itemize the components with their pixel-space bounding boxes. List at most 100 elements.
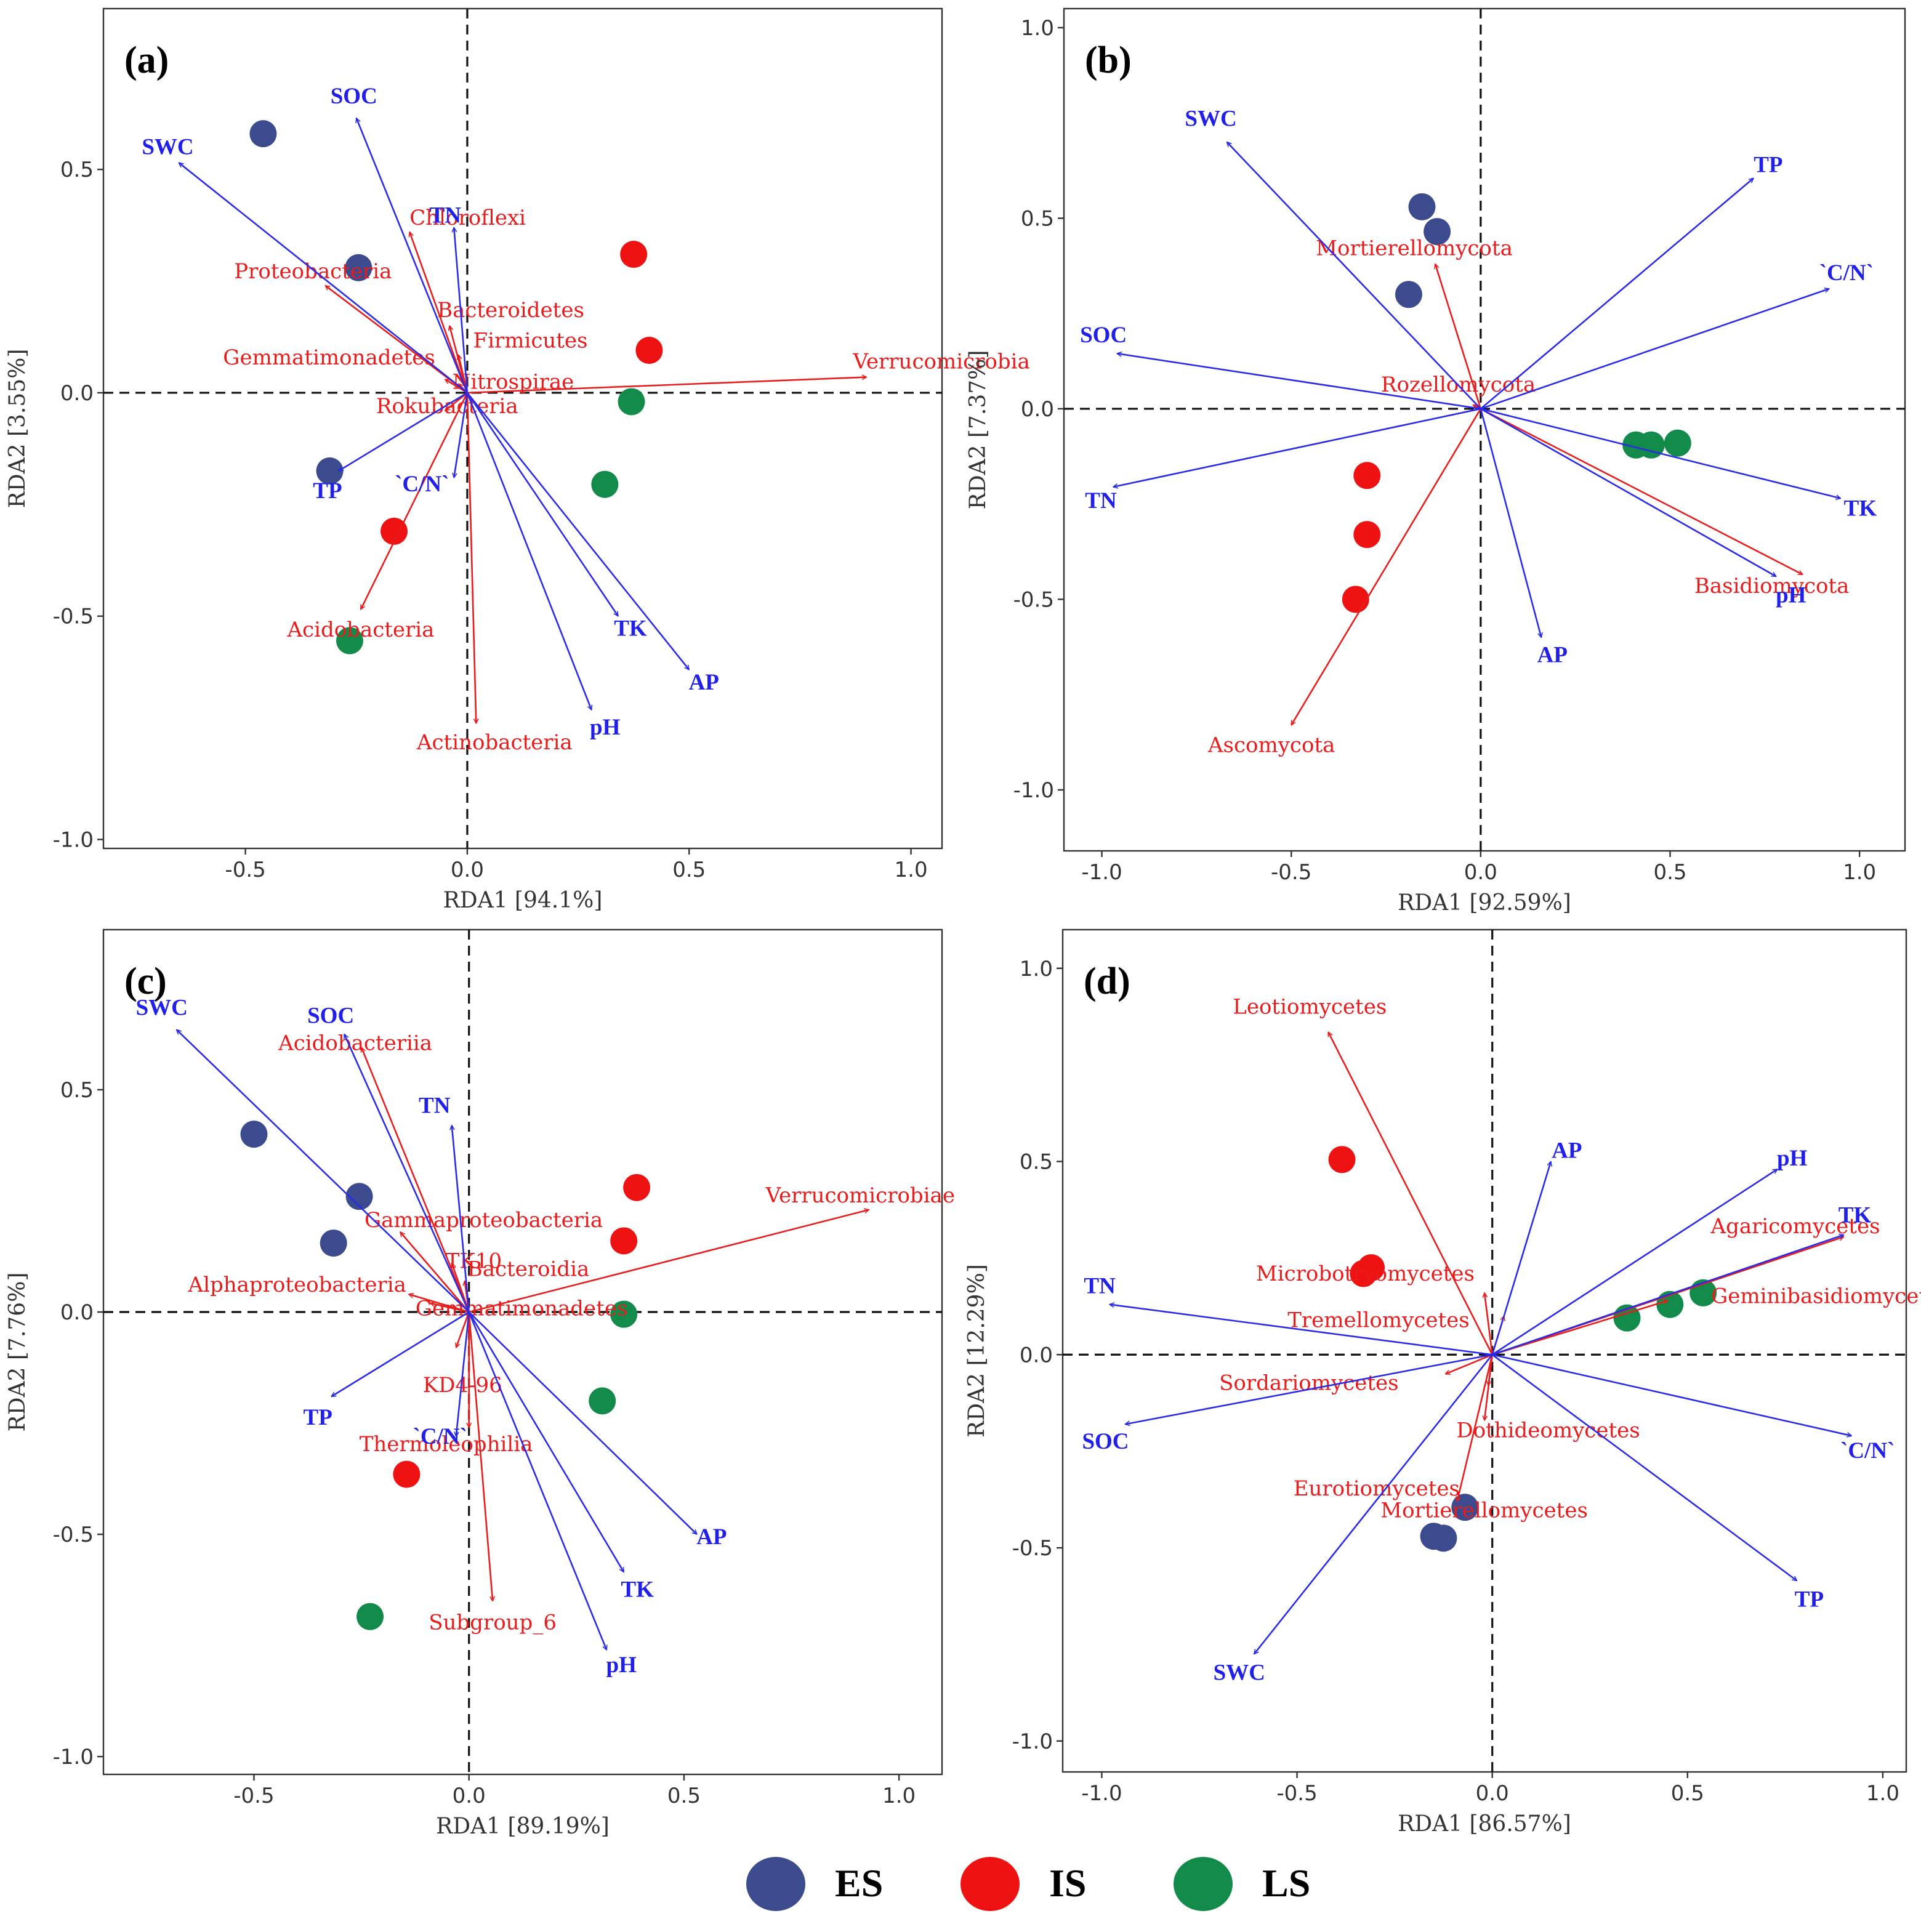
env-arrow-tk <box>1480 408 1841 498</box>
sample-point-es <box>316 457 344 485</box>
x-tick-label: -0.5 <box>233 1784 274 1808</box>
panel-label: (b) <box>1085 39 1132 81</box>
plot-frame <box>1063 7 1906 852</box>
env-label-ph: pH <box>1777 1146 1808 1171</box>
sample-point-ls <box>336 627 363 654</box>
y-tick-label: 0.0 <box>60 1300 94 1325</box>
env-arrow-ph <box>466 392 592 710</box>
sample-point-is <box>1328 1146 1356 1173</box>
sample-point-es <box>1430 1524 1457 1552</box>
y-tick-label: -0.5 <box>53 605 94 629</box>
plot-frame <box>102 7 943 850</box>
taxon-label-actinobacteria: Actinobacteria <box>416 730 573 755</box>
x-tick-label: 0.5 <box>1671 1781 1704 1806</box>
env-arrow-ap <box>1480 408 1541 637</box>
legend-label-ls: LS <box>1262 1861 1310 1905</box>
y-tick-label: -0.5 <box>53 1523 94 1547</box>
sample-point-is <box>620 241 648 268</box>
env-arrow-ap <box>1491 1162 1551 1355</box>
taxon-label-acidobacteria: Acidobacteria <box>286 618 434 642</box>
x-tick-label: 1.0 <box>1843 860 1876 885</box>
env-arrow-soc <box>343 1034 470 1313</box>
taxon-arrow-gemmatimonadetes <box>430 1303 469 1313</box>
sample-point-ls <box>1664 429 1691 457</box>
taxon-arrow-leotiomycetes <box>1327 1032 1493 1355</box>
env-arrow-c-n <box>1480 289 1829 410</box>
env-arrow-tk <box>466 392 619 616</box>
sample-point-is <box>1350 1260 1377 1287</box>
taxon-arrow-subgroup-6 <box>468 1311 493 1601</box>
env-arrow-swc <box>1227 142 1481 409</box>
sample-point-is <box>610 1227 638 1255</box>
env-arrow-tp <box>339 392 468 472</box>
taxon-arrow-kd4-96 <box>456 1311 470 1348</box>
env-label-swc: SWC <box>136 995 188 1020</box>
env-label-ap: AP <box>1537 642 1568 667</box>
taxon-label-ascomycota: Ascomycota <box>1207 733 1335 758</box>
env-arrow-ph <box>468 1311 607 1650</box>
taxon-arrow-sordariomycetes <box>1446 1354 1493 1374</box>
legend-label-is: IS <box>1049 1861 1087 1905</box>
y-axis-title: RDA2 [3.55%] <box>5 349 30 509</box>
taxon-label-leotiomycetes: Leotiomycetes <box>1233 994 1387 1019</box>
panel-b: -1.0 -0.5 0.0 0.5 1.0 -1.0 -0.5 0.0 0.5 1.0 RDA1 [… <box>965 7 1906 916</box>
sample-point-is <box>1353 521 1381 549</box>
env-arrow-soc <box>356 118 469 393</box>
taxon-label-acidobacteriia: Acidobacteriia <box>278 1031 432 1055</box>
taxon-label-proteobacteria: Proteobacteria <box>234 259 392 284</box>
legend-marker-ls <box>1174 1857 1233 1911</box>
sample-point-ls <box>610 1300 638 1328</box>
taxon-arrow-verrucomicrobiae <box>469 1210 869 1313</box>
x-tick-label: 0.5 <box>667 1784 701 1808</box>
sample-point-is <box>623 1173 651 1201</box>
env-label-ap: AP <box>696 1524 727 1550</box>
taxon-arrow-geminibasidiomycetes <box>1492 1300 1668 1356</box>
sample-point-ls <box>589 1387 616 1415</box>
sample-point-es <box>1408 193 1436 220</box>
y-tick-label: 1.0 <box>1020 957 1053 981</box>
env-arrow-ap <box>466 392 689 670</box>
env-label-tp: TP <box>1754 152 1782 177</box>
taxon-label-subgroup-6: Subgroup_6 <box>429 1610 557 1635</box>
env-arrow-c-n <box>456 1311 470 1436</box>
taxon-arrow-firmicutes <box>459 355 469 393</box>
env-label-ap: AP <box>689 670 719 695</box>
env-arrow-swc <box>179 163 468 393</box>
taxon-label-mortierellomycetes: Mortierellomycetes <box>1380 1499 1588 1523</box>
y-tick-label: 0.0 <box>1021 397 1054 422</box>
taxon-label-verrucomicrobiae: Verrucomicrobiae <box>765 1183 955 1208</box>
x-tick-label: 0.5 <box>1653 860 1686 885</box>
y-tick-label: 0.5 <box>1020 1150 1053 1175</box>
sample-point-ls <box>618 388 645 416</box>
env-label-c-n: `C/N` <box>1840 1438 1895 1463</box>
x-tick-label: 1.0 <box>895 858 928 882</box>
x-tick-label: 0.0 <box>451 858 484 882</box>
env-arrow-tk <box>1492 1235 1844 1356</box>
sample-point-is <box>635 337 663 364</box>
sample-point-is <box>1342 586 1369 613</box>
taxon-label-chloroflexi: Chloroflexi <box>409 206 526 230</box>
taxon-arrow-acidobacteria <box>360 392 469 610</box>
sample-point-es <box>320 1230 347 1257</box>
panels: -0.5 0.0 0.5 1.0 -1.0 -0.5 0.0 0.5 RDA1 [94.1%] R… <box>5 7 1921 1839</box>
env-arrow-c-n <box>454 392 469 478</box>
taxon-label-basidiomycota: Basidiomycota <box>1694 574 1850 598</box>
taxon-arrow-gammaproteobacteria <box>400 1232 470 1313</box>
taxon-arrow-eurotiomycetes <box>1484 1354 1493 1420</box>
x-tick-label: 0.0 <box>1464 860 1497 885</box>
taxon-label-sordariomycetes: Sordariomycetes <box>1219 1371 1399 1396</box>
env-arrow-tn <box>1110 1305 1492 1356</box>
taxon-label-tk10: TK10 <box>446 1249 502 1274</box>
y-tick-label: 0.5 <box>60 158 94 182</box>
x-tick-label: 0.0 <box>1476 1781 1509 1806</box>
taxon-label-firmicutes: Firmicutes <box>473 328 588 353</box>
y-axis-title: RDA2 [7.76%] <box>5 1273 30 1432</box>
sample-point-is <box>381 517 408 545</box>
y-tick-label: -1.0 <box>53 1745 94 1769</box>
panel-d: -1.0 -0.5 0.0 0.5 1.0 -1.0 -0.5 0.0 0.5 1.0 RDA1 [… <box>964 928 1921 1837</box>
env-arrow-tk <box>468 1311 625 1572</box>
sample-point-ls <box>356 1603 384 1630</box>
legend-label-es: ES <box>835 1861 883 1905</box>
sample-point-ls <box>591 470 619 498</box>
